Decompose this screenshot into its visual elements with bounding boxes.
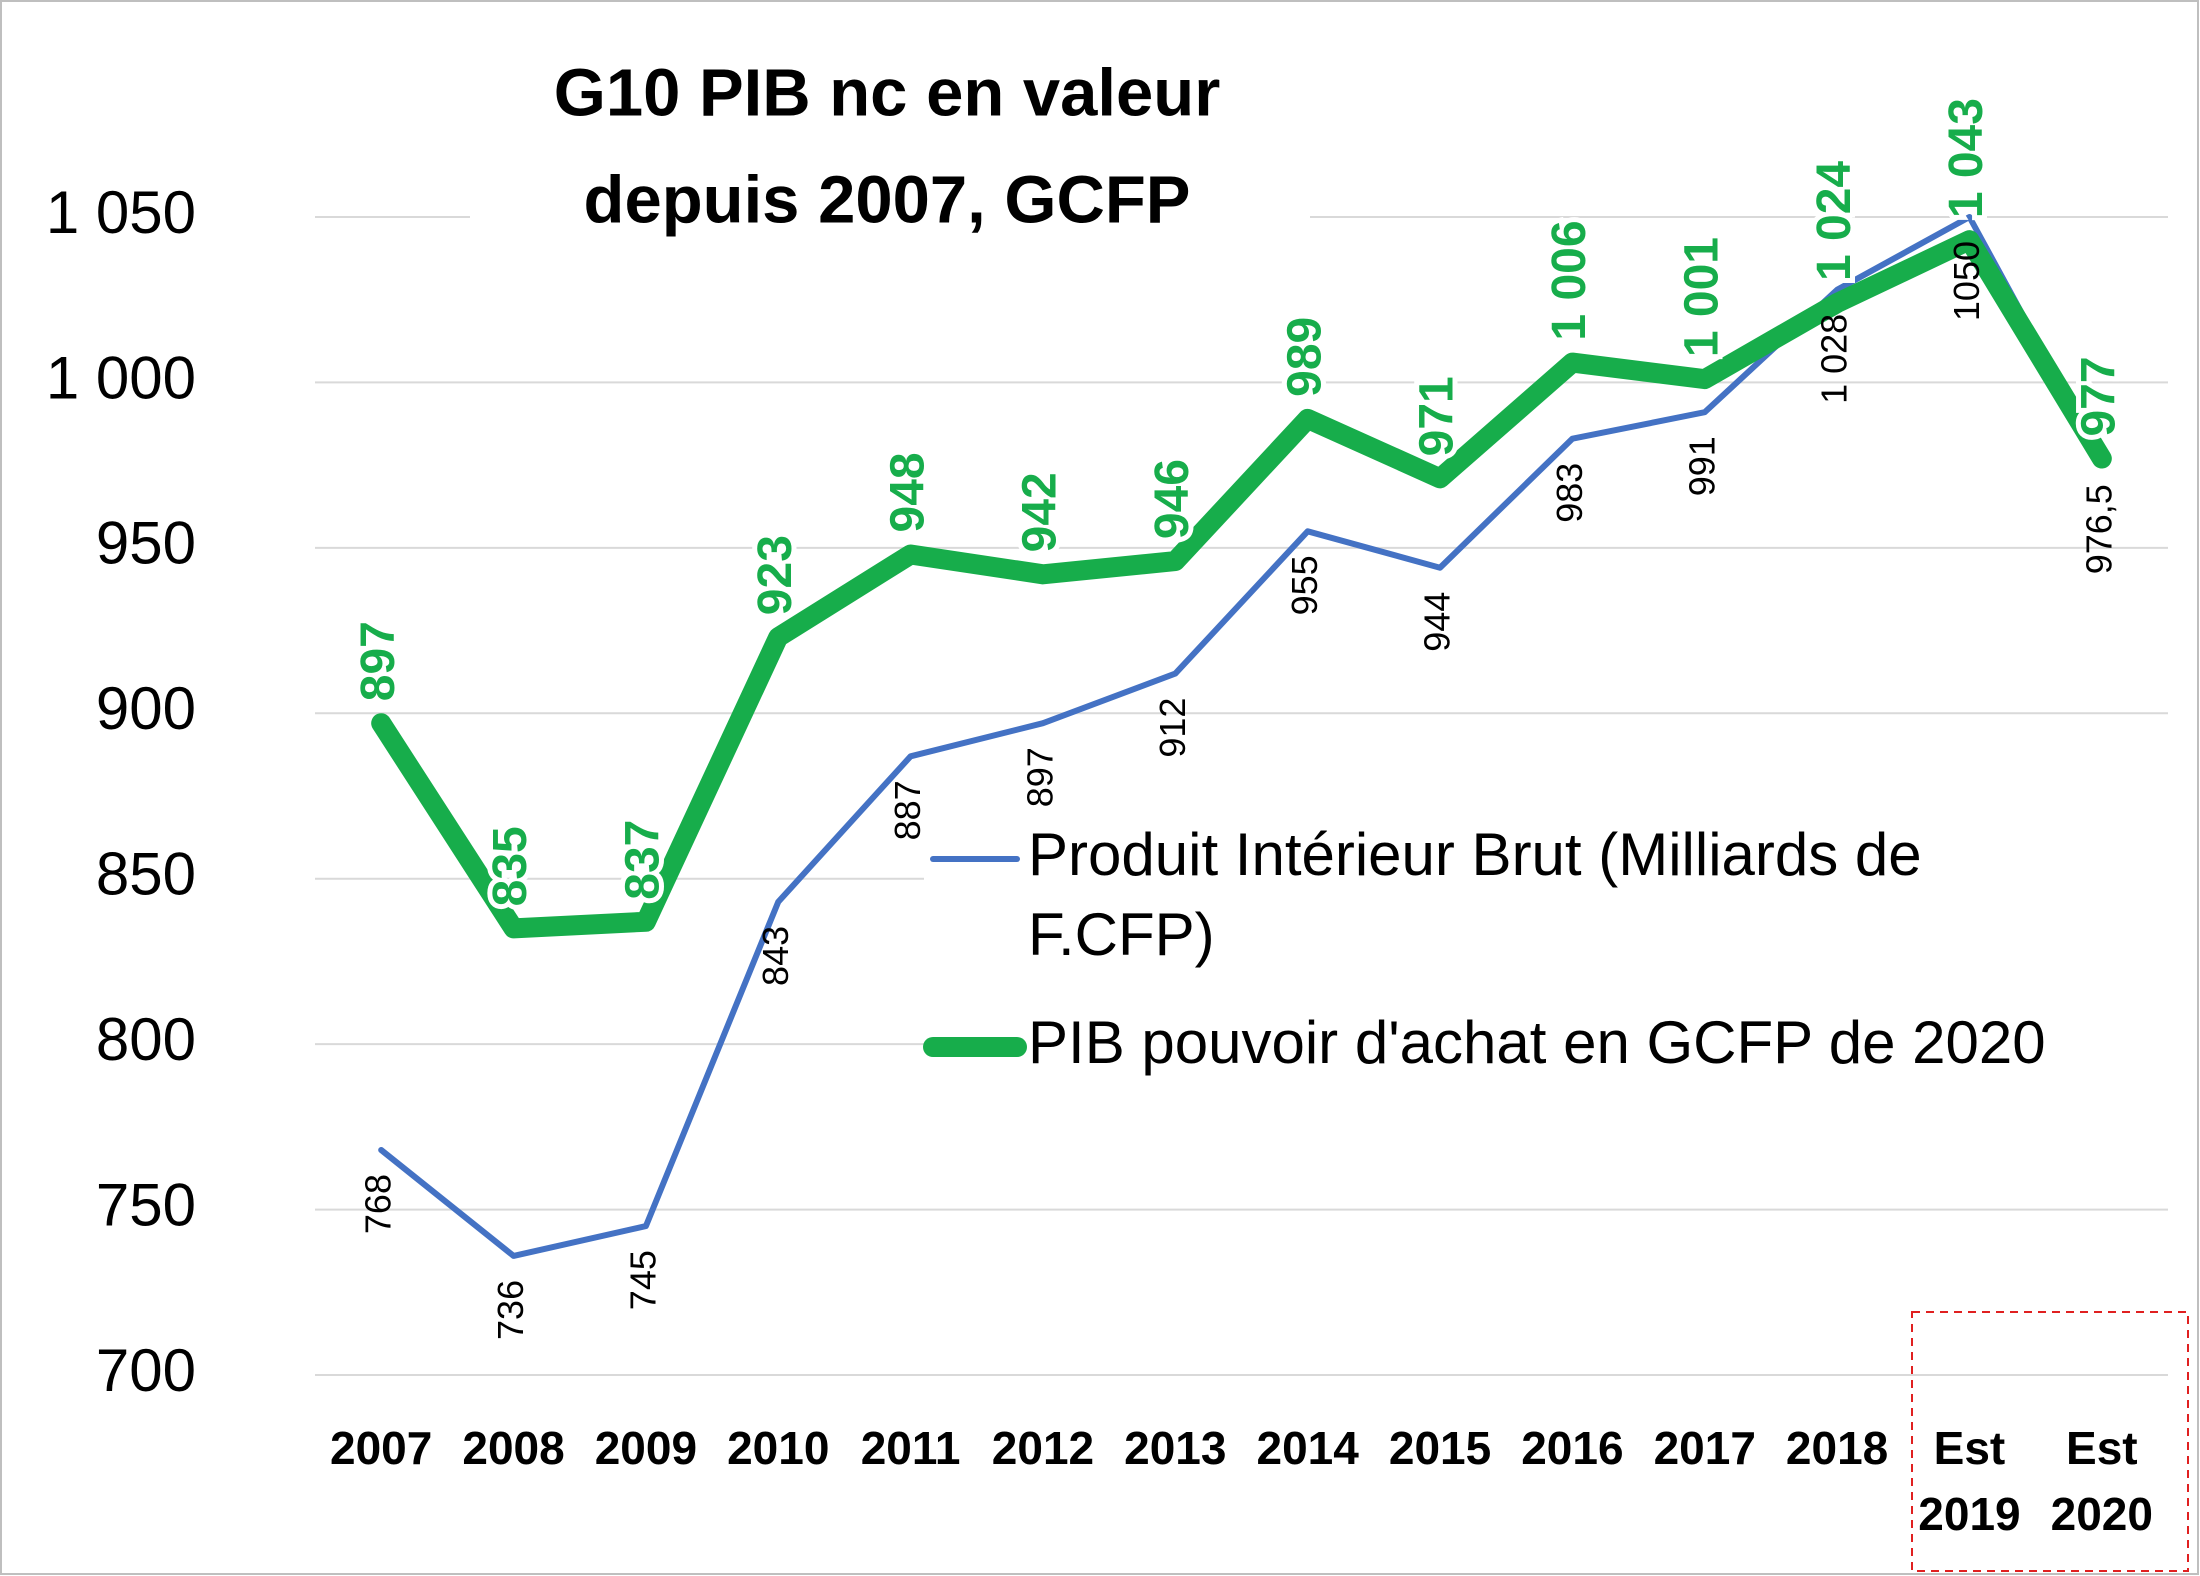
data-label: 912 — [1152, 698, 1193, 758]
y-tick-label: 900 — [96, 675, 196, 742]
x-tick-label: 2014 — [1257, 1422, 1360, 1474]
legend: Produit Intérieur Brut (Milliards de F.C… — [923, 815, 2168, 1100]
data-label: 942 — [1014, 472, 1067, 552]
data-label: 989 — [1278, 317, 1331, 397]
x-tick-label: 2018 — [1786, 1422, 1888, 1474]
data-label: 1 043 — [1940, 98, 1993, 218]
data-label: 991 — [1681, 436, 1722, 496]
data-label: 897 — [1019, 747, 1060, 807]
data-label: 983 — [1549, 463, 1590, 523]
data-label: 971 — [1411, 376, 1464, 456]
legend-background — [924, 815, 2168, 1100]
y-tick-label: 1 050 — [46, 179, 196, 246]
x-tick-label: Est 2020 — [2051, 1422, 2153, 1540]
data-label: 887 — [887, 780, 928, 840]
data-label: 768 — [358, 1174, 399, 1234]
x-tick-label: 2015 — [1389, 1422, 1491, 1474]
data-label: 1050 — [1946, 241, 1987, 321]
x-tick-label: 2011 — [861, 1422, 961, 1474]
x-tick-label: 2016 — [1521, 1422, 1623, 1474]
data-label: 976,5 — [2078, 484, 2119, 574]
x-tick-label: 2007 — [330, 1422, 432, 1474]
legend-label: Produit Intérieur Brut (Milliards de F.C… — [1028, 821, 1938, 968]
y-tick-label: 950 — [96, 510, 196, 577]
y-tick-label: 1 000 — [46, 344, 196, 411]
chart-title: depuis 2007, GCFP — [584, 163, 1191, 238]
chart-title: G10 PIB nc en valeur — [554, 56, 1221, 131]
x-tick-label: 2017 — [1654, 1422, 1756, 1474]
data-label: 948 — [881, 452, 934, 532]
x-tick-label: 2010 — [727, 1422, 829, 1474]
x-tick-label: 2012 — [992, 1422, 1094, 1474]
data-label: 835 — [484, 826, 537, 906]
data-label: 955 — [1284, 555, 1325, 615]
data-label: 944 — [1417, 592, 1458, 652]
data-label: 1 024 — [1808, 161, 1861, 281]
estimate-box — [1911, 1311, 2189, 1572]
data-label: 977 — [2072, 356, 2125, 436]
y-tick-label: 800 — [96, 1006, 196, 1073]
data-label: 946 — [1146, 459, 1199, 539]
legend-label: PIB pouvoir d'achat en GCFP de 2020 — [1028, 1009, 2046, 1076]
data-label: 736 — [490, 1280, 531, 1340]
labels: 700 750 800 850 900 950 1 000 1 050 2007 2008 2009… — [46, 93, 2153, 1540]
plot — [371, 214, 2112, 1259]
data-label: 843 — [755, 926, 796, 986]
x-tick-label: 2013 — [1124, 1422, 1226, 1474]
y-tick-label: 750 — [96, 1171, 196, 1238]
x-tick-label: 2008 — [462, 1422, 564, 1474]
data-label: 1 001 — [1675, 237, 1728, 357]
title-background — [470, 50, 1310, 260]
data-label: 1 006 — [1543, 220, 1596, 340]
x-tick-label: Est 2019 — [1918, 1422, 2020, 1540]
x-tick-label: 2009 — [595, 1422, 697, 1474]
y-tick-label: 850 — [96, 841, 196, 908]
series-line — [371, 230, 2112, 939]
data-label: 897 — [352, 621, 405, 701]
data-label: 1 028 — [1814, 314, 1855, 404]
grid — [315, 216, 2168, 1376]
y-tick-label: 700 — [96, 1337, 196, 1404]
data-label: 923 — [749, 535, 802, 615]
data-label: 745 — [622, 1250, 663, 1310]
data-label: 837 — [617, 820, 670, 900]
